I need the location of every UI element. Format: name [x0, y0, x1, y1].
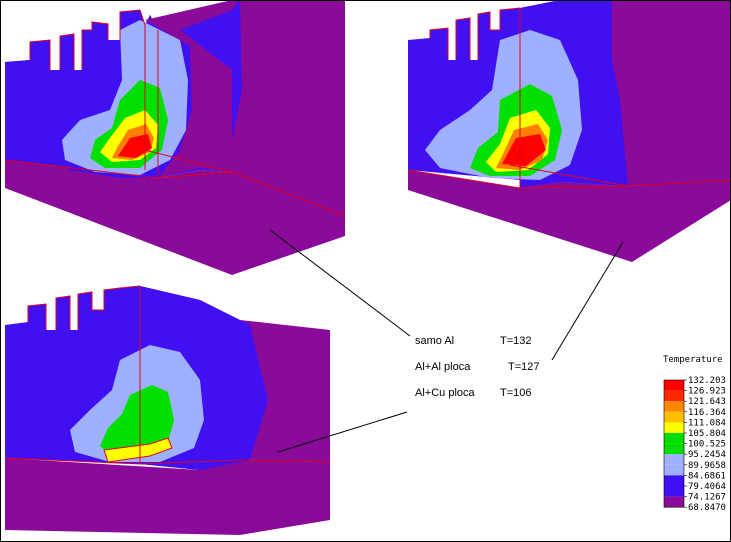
legend-value: 126.923: [688, 387, 726, 397]
legend-swatch: [664, 401, 684, 412]
legend-value: 84.6861: [688, 471, 726, 481]
model-samo-al: [4, 0, 346, 275]
label-al-cu-name: Al+Cu ploca: [415, 387, 476, 399]
legend-value: 74.1267: [688, 493, 726, 503]
legend-swatch: [664, 486, 684, 497]
legend-value: 116.364: [688, 408, 726, 418]
legend-swatch: [664, 464, 684, 476]
legend-title: Temperature: [663, 355, 723, 365]
model-al-al-ploca: [407, 0, 731, 262]
legend-value: 100.525: [688, 440, 726, 450]
legend-swatch: [664, 390, 684, 402]
legend-swatch: [664, 443, 684, 455]
legend-value: 105.804: [688, 429, 726, 439]
legend-value: 95.2454: [688, 450, 726, 460]
legend-swatch: [664, 496, 684, 508]
legend-swatches: [663, 379, 685, 508]
label-al-al-name: Al+Al ploca: [415, 361, 471, 373]
temperature-legend: Temperature 132.203126.923121.643116.364…: [663, 355, 726, 513]
label-al-cu-temp: T=106: [500, 387, 532, 399]
legend-value: 68.8470: [688, 503, 726, 513]
legend-swatch: [664, 475, 684, 486]
legend-swatch: [664, 411, 684, 423]
legend-swatch: [664, 380, 684, 391]
legend-swatch: [664, 422, 684, 433]
legend-value: 111.084: [688, 418, 726, 428]
legend-values: 132.203126.923121.643116.364111.084105.8…: [684, 376, 726, 513]
label-samo-al-temp: T=132: [500, 335, 532, 347]
legend-value: 132.203: [688, 376, 726, 386]
legend-swatch: [664, 433, 684, 444]
callout-lines: [269, 229, 624, 453]
label-samo-al-name: samo Al: [415, 335, 454, 347]
legend-value: 121.643: [688, 397, 726, 407]
legend-value: 89.9658: [688, 461, 726, 471]
label-al-al-temp: T=127: [508, 361, 540, 373]
model-al-cu-ploca: [4, 285, 331, 535]
legend-swatch: [664, 454, 684, 465]
legend-value: 79.4064: [688, 482, 726, 492]
labels: samo Al T=132 Al+Al ploca T=127 Al+Cu pl…: [415, 335, 540, 399]
